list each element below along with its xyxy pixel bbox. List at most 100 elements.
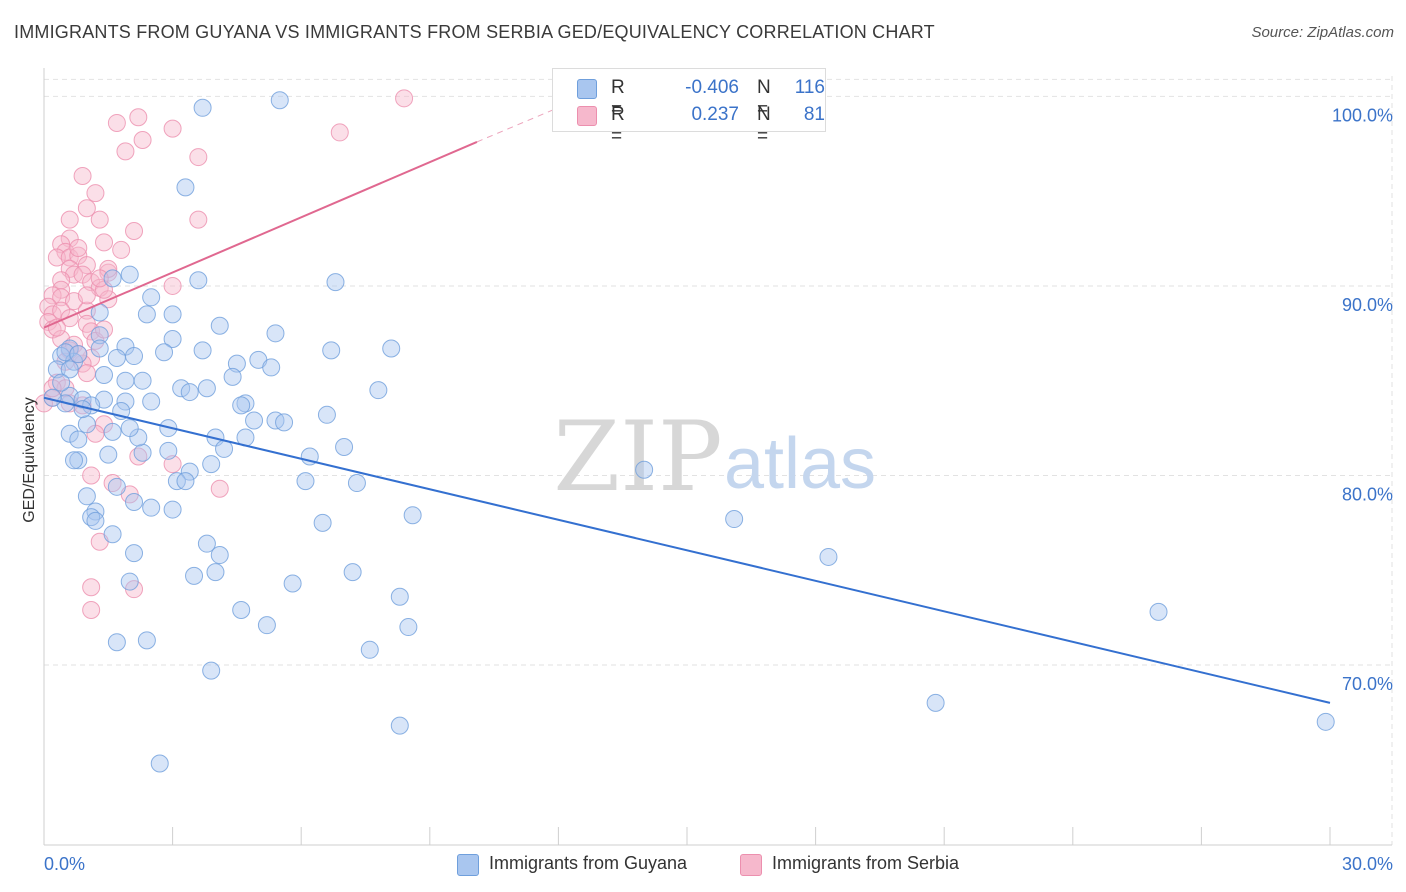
guyana-point — [403, 506, 422, 525]
guyana-point — [210, 316, 229, 335]
guyana-point — [210, 546, 229, 565]
guyana-point — [270, 91, 289, 110]
guyana-point — [52, 373, 71, 392]
legend-r-value: -0.406 — [685, 77, 739, 98]
guyana-point — [322, 341, 341, 360]
watermark: ZIP atlas — [553, 401, 876, 513]
guyana-point — [197, 379, 216, 398]
guyana-point — [137, 305, 156, 324]
guyana-point — [142, 392, 161, 411]
legend-swatch-guyana — [457, 854, 479, 876]
guyana-point — [69, 451, 88, 470]
guyana-point — [245, 411, 264, 430]
guyana-point — [90, 339, 109, 358]
guyana-point — [172, 379, 191, 398]
guyana-point — [390, 716, 409, 735]
guyana-point — [125, 492, 144, 511]
guyana-point — [283, 574, 302, 593]
serbia-point — [163, 276, 182, 295]
guyana-point — [313, 513, 332, 532]
serbia-point — [82, 601, 101, 620]
guyana-point — [60, 424, 79, 443]
serbia-trend-extension — [476, 103, 568, 143]
guyana-point — [120, 265, 139, 284]
guyana-point — [1316, 712, 1335, 731]
guyana-point — [360, 640, 379, 659]
serbia-point — [82, 578, 101, 597]
serbia-point — [69, 239, 88, 258]
guyana-point — [116, 392, 135, 411]
guyana-point — [103, 422, 122, 441]
guyana-points — [43, 91, 1335, 773]
legend-stats: R = -0.406 N = 116 R = 0.237 N = 81 — [552, 68, 826, 147]
serbia-point — [52, 280, 71, 299]
serbia-point — [77, 286, 96, 305]
guyana-point — [202, 455, 221, 474]
guyana-point — [926, 693, 945, 712]
serbia-point — [189, 148, 208, 167]
guyana-point — [232, 396, 251, 415]
serbia-point — [95, 233, 114, 252]
guyana-point — [725, 510, 744, 529]
guyana-point — [47, 360, 66, 379]
legend-label-guyana: Immigrants from Guyana — [489, 853, 688, 873]
tick-labels: 70.0% 80.0% 90.0% 100.0% 0.0% 30.0% — [44, 105, 1393, 874]
serbia-point — [129, 108, 148, 127]
guyana-point — [369, 381, 388, 400]
guyana-point — [107, 477, 126, 496]
guyana-point — [77, 487, 96, 506]
legend-swatch-guyana — [577, 79, 597, 99]
guyana-point — [86, 511, 105, 530]
guyana-point — [150, 754, 169, 773]
x-tick-label: 30.0% — [1342, 854, 1393, 874]
serbia-point — [163, 119, 182, 138]
guyana-point — [335, 438, 354, 457]
guyana-point — [390, 587, 409, 606]
legend-n-value: 116 — [794, 77, 825, 98]
guyana-point — [60, 360, 79, 379]
legend-n-label: N = — [757, 104, 771, 147]
guyana-point — [185, 566, 204, 585]
y-tick-label: 80.0% — [1342, 484, 1393, 504]
serbia-point — [107, 113, 126, 132]
guyana-point — [69, 345, 88, 364]
axes — [43, 68, 1392, 846]
guyana-point — [90, 326, 109, 345]
legend-r-label: R = — [611, 104, 625, 147]
guyana-point — [99, 445, 118, 464]
guyana-point — [142, 498, 161, 517]
guyana-point — [1149, 602, 1168, 621]
serbia-point — [112, 240, 131, 259]
serbia-point — [116, 142, 135, 161]
serbia-points — [35, 89, 414, 620]
guyana-point — [382, 339, 401, 358]
trend-lines — [43, 103, 1331, 704]
gridlines — [44, 76, 1393, 845]
guyana-point — [125, 544, 144, 563]
guyana-point — [223, 367, 242, 386]
source-label: Source: ZipAtlas.com — [1251, 24, 1394, 41]
guyana-point — [262, 358, 281, 377]
serbia-point — [73, 167, 92, 186]
guyana-point — [227, 354, 246, 373]
guyana-point — [215, 439, 234, 458]
guyana-point — [77, 415, 96, 434]
guyana-point — [326, 273, 345, 292]
watermark-atlas: atlas — [724, 424, 876, 504]
guyana-point — [206, 563, 225, 582]
guyana-point — [193, 341, 212, 360]
guyana-point — [120, 572, 139, 591]
serbia-point — [395, 89, 414, 108]
guyana-trend-line — [43, 396, 1331, 704]
guyana-point — [275, 413, 294, 432]
guyana-point — [95, 366, 114, 385]
legend-r-label: R = — [611, 77, 625, 120]
guyana-point — [73, 390, 92, 409]
y-tick-label: 90.0% — [1342, 295, 1393, 315]
guyana-point — [103, 525, 122, 544]
guyana-point — [125, 347, 144, 366]
guyana-point — [65, 451, 84, 470]
guyana-point — [296, 472, 315, 491]
y-tick-label: 70.0% — [1342, 674, 1393, 694]
